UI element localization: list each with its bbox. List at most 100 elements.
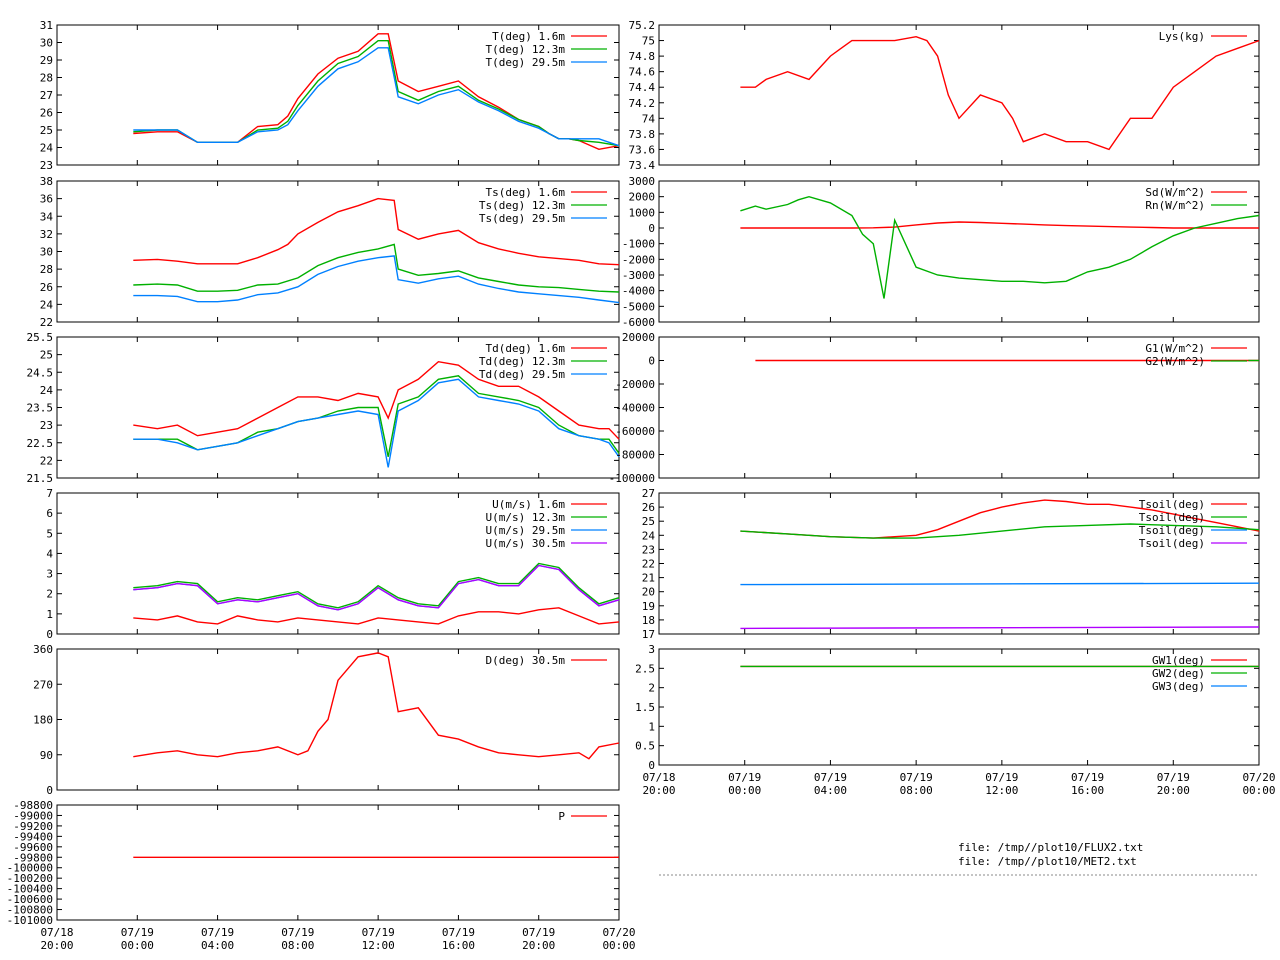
y-tick-label-sd-1: -5000 (622, 300, 655, 313)
y-tick-label-t-4: 27 (40, 89, 53, 102)
series-line-u-0 (133, 607, 620, 625)
series-line-td-2 (133, 378, 620, 468)
series-line-sd-0 (740, 221, 1259, 229)
y-tick-label-u-0: 0 (46, 628, 53, 641)
y-tick-label-t-2: 25 (40, 124, 53, 137)
x-tick-label-time-gw-4: 12:00 (985, 784, 1018, 797)
y-tick-label-gw-0: 0 (648, 759, 655, 772)
legend-label-tsoil-1: Tsoil(deg) (1139, 511, 1205, 524)
legend-label-ts-1: Ts(deg) 12.3m (479, 199, 565, 212)
y-tick-label-g-5: 0 (648, 355, 655, 368)
y-tick-label-lys-9: 75.2 (629, 19, 656, 32)
y-tick-label-tsoil-3: 20 (642, 586, 655, 599)
x-tick-label-time-p-4: 12:00 (362, 939, 395, 952)
y-tick-label-t-1: 24 (40, 142, 54, 155)
y-tick-label-t-7: 30 (40, 37, 53, 50)
series-line-td-0 (133, 360, 620, 440)
x-tick-label-date-gw-5: 07/19 (1071, 771, 1104, 784)
legend-label-p-0: P (558, 810, 565, 823)
y-tick-label-d-3: 270 (33, 678, 53, 691)
x-tick-label-time-gw-6: 20:00 (1157, 784, 1190, 797)
y-tick-label-td-4: 23.5 (27, 402, 54, 415)
x-tick-label-time-gw-5: 16:00 (1071, 784, 1104, 797)
x-tick-label-time-gw-3: 08:00 (900, 784, 933, 797)
file-label-flux: file: /tmp//plot10/FLUX2.txt (958, 841, 1144, 854)
y-tick-label-tsoil-1: 18 (642, 614, 655, 627)
series-line-tsoil-1 (740, 523, 1260, 539)
y-tick-label-gw-5: 2.5 (635, 662, 655, 675)
y-tick-label-p-1: -100800 (7, 904, 53, 917)
y-tick-label-d-1: 90 (40, 749, 53, 762)
series-line-ts-1 (133, 243, 620, 293)
legend-label-g-0: G1(W/m^2) (1145, 342, 1205, 355)
y-tick-label-u-3: 3 (46, 568, 53, 581)
y-tick-label-tsoil-4: 21 (642, 572, 655, 585)
y-tick-label-d-2: 180 (33, 714, 53, 727)
y-tick-label-p-2: -100600 (7, 893, 53, 906)
legend-label-t-2: T(deg) 29.5m (486, 56, 566, 69)
legend-label-gw-2: GW3(deg) (1152, 680, 1205, 693)
y-tick-label-lys-7: 74.8 (629, 50, 656, 63)
y-tick-label-g-2: -60000 (615, 425, 655, 438)
y-tick-label-lys-8: 75 (642, 35, 655, 48)
y-tick-label-u-4: 4 (46, 547, 53, 560)
panel-frame-u (56, 492, 620, 635)
x-tick-label-date-gw-4: 07/19 (985, 771, 1018, 784)
legend-label-u-3: U(m/s) 30.5m (486, 537, 566, 550)
y-tick-label-td-8: 25.5 (27, 331, 54, 344)
y-tick-label-gw-3: 1.5 (635, 701, 655, 714)
y-tick-label-sd-6: 0 (648, 222, 655, 235)
y-tick-label-td-6: 24.5 (27, 366, 54, 379)
y-tick-label-d-0: 0 (46, 784, 53, 797)
x-tick-label-date-p-4: 07/19 (362, 926, 395, 939)
panel-frame-d (56, 648, 620, 791)
y-tick-label-p-10: -99000 (13, 809, 53, 822)
x-tick-label-date-gw-6: 07/19 (1157, 771, 1190, 784)
y-tick-label-ts-1: 24 (40, 298, 54, 311)
y-tick-label-sd-8: 2000 (629, 191, 656, 204)
y-tick-label-u-7: 7 (46, 487, 53, 500)
series-line-ts-2 (133, 255, 620, 304)
y-tick-label-tsoil-9: 26 (642, 501, 655, 514)
y-tick-label-sd-3: -3000 (622, 269, 655, 282)
legend-label-g-1: G2(W/m^2) (1145, 355, 1205, 368)
y-tick-label-p-3: -100400 (7, 883, 53, 896)
y-tick-label-lys-2: 73.8 (629, 128, 656, 141)
y-tick-label-ts-6: 34 (40, 210, 54, 223)
y-tick-label-t-3: 26 (40, 107, 53, 120)
y-tick-label-p-7: -99600 (13, 841, 53, 854)
series-line-d-0 (133, 652, 620, 760)
legend-label-t-1: T(deg) 12.3m (486, 43, 566, 56)
y-tick-label-tsoil-6: 23 (642, 543, 655, 556)
series-line-tsoil-3 (740, 626, 1260, 630)
y-tick-label-lys-4: 74.2 (629, 97, 656, 110)
y-tick-label-p-4: -100200 (7, 872, 53, 885)
legend-label-sd-0: Sd(W/m^2) (1145, 186, 1205, 199)
legend-label-ts-2: Ts(deg) 29.5m (479, 212, 565, 225)
y-tick-label-ts-0: 22 (40, 316, 53, 329)
y-tick-label-p-11: -98800 (13, 799, 53, 812)
y-tick-label-ts-5: 32 (40, 228, 53, 241)
y-tick-label-lys-0: 73.4 (629, 159, 656, 172)
y-tick-label-gw-2: 1 (648, 720, 655, 733)
y-tick-label-d-4: 360 (33, 643, 53, 656)
y-tick-label-sd-0: -6000 (622, 316, 655, 329)
file-label-met: file: /tmp//plot10/MET2.txt (958, 855, 1137, 868)
x-tick-label-time-gw-7: 00:00 (1242, 784, 1275, 797)
x-tick-label-date-p-5: 07/19 (442, 926, 475, 939)
y-tick-label-u-5: 5 (46, 527, 53, 540)
series-line-t-2 (133, 47, 620, 147)
y-tick-label-sd-7: 1000 (629, 206, 656, 219)
legend-label-u-1: U(m/s) 12.3m (486, 511, 566, 524)
x-tick-label-date-p-6: 07/19 (522, 926, 555, 939)
legend-label-td-2: Td(deg) 29.5m (479, 368, 565, 381)
x-tick-label-time-p-3: 08:00 (281, 939, 314, 952)
x-tick-label-time-p-2: 04:00 (201, 939, 234, 952)
y-tick-label-p-5: -100000 (7, 862, 53, 875)
y-tick-label-td-5: 24 (40, 384, 54, 397)
y-tick-label-g-6: 20000 (622, 331, 655, 344)
y-tick-label-lys-5: 74.4 (629, 81, 656, 94)
y-tick-label-td-3: 23 (40, 419, 53, 432)
y-tick-label-tsoil-8: 25 (642, 515, 655, 528)
